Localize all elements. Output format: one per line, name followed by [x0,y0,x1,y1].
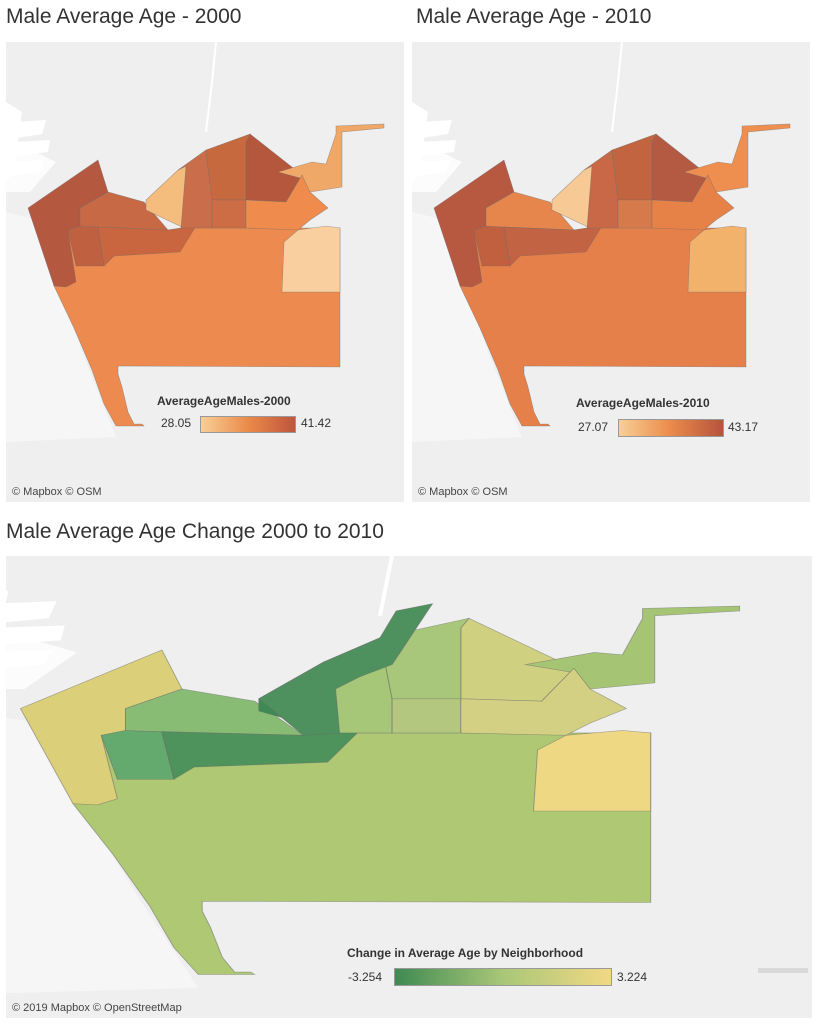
legend-gradient-bar [200,416,296,433]
legend-max: 43.17 [728,420,759,434]
map-title: Male Average Age - 2010 [416,5,652,28]
legend-max: 3.224 [617,970,648,984]
neighborhood-small1[interactable] [97,225,197,267]
neighborhood-se[interactable] [532,730,652,812]
neighborhood-north[interactable] [258,603,434,736]
map-panel-2010[interactable]: AverageAgeMales-2010 27.07 43.17 © Mapbo… [412,42,810,502]
neighborhood-small2[interactable] [211,199,247,229]
legend-gradient-bar [394,968,612,986]
legend-max: 41.42 [301,416,332,430]
legend-title: Change in Average Age by Neighborhood [347,946,584,960]
neighborhood-center[interactable] [611,133,657,201]
legend-min: -3.254 [348,970,383,984]
choropleth-map [412,42,791,442]
legend-min: 28.05 [161,416,192,430]
legend-title: AverageAgeMales-2000 [157,394,291,408]
map-panel-change[interactable]: Change in Average Age by Neighborhood -3… [6,556,812,1018]
map-title: Male Average Age - 2000 [6,5,242,28]
map-attribution[interactable]: © Mapbox © OSM [418,486,508,498]
legend-min: 27.07 [578,420,609,434]
map-attribution[interactable]: © Mapbox © OSM [12,486,102,498]
neighborhood-small1[interactable] [503,225,603,267]
neighborhood-se[interactable] [687,225,747,293]
neighborhood-center[interactable] [205,133,251,201]
legend-title: AverageAgeMales-2010 [576,396,710,410]
map-panel-2000[interactable]: AverageAgeMales-2000 28.05 41.42 © Mapbo… [6,42,404,502]
legend-gradient-bar [618,419,724,437]
neighborhood-small2[interactable] [617,199,653,229]
choropleth-map [6,556,741,994]
scale-bar [758,968,808,973]
map-title: Male Average Age Change 2000 to 2010 [6,520,384,543]
map-attribution[interactable]: © 2019 Mapbox © OpenStreetMap [12,1002,182,1014]
neighborhood-se[interactable] [281,225,341,293]
neighborhood-small2[interactable] [391,698,462,734]
choropleth-map [6,42,385,442]
